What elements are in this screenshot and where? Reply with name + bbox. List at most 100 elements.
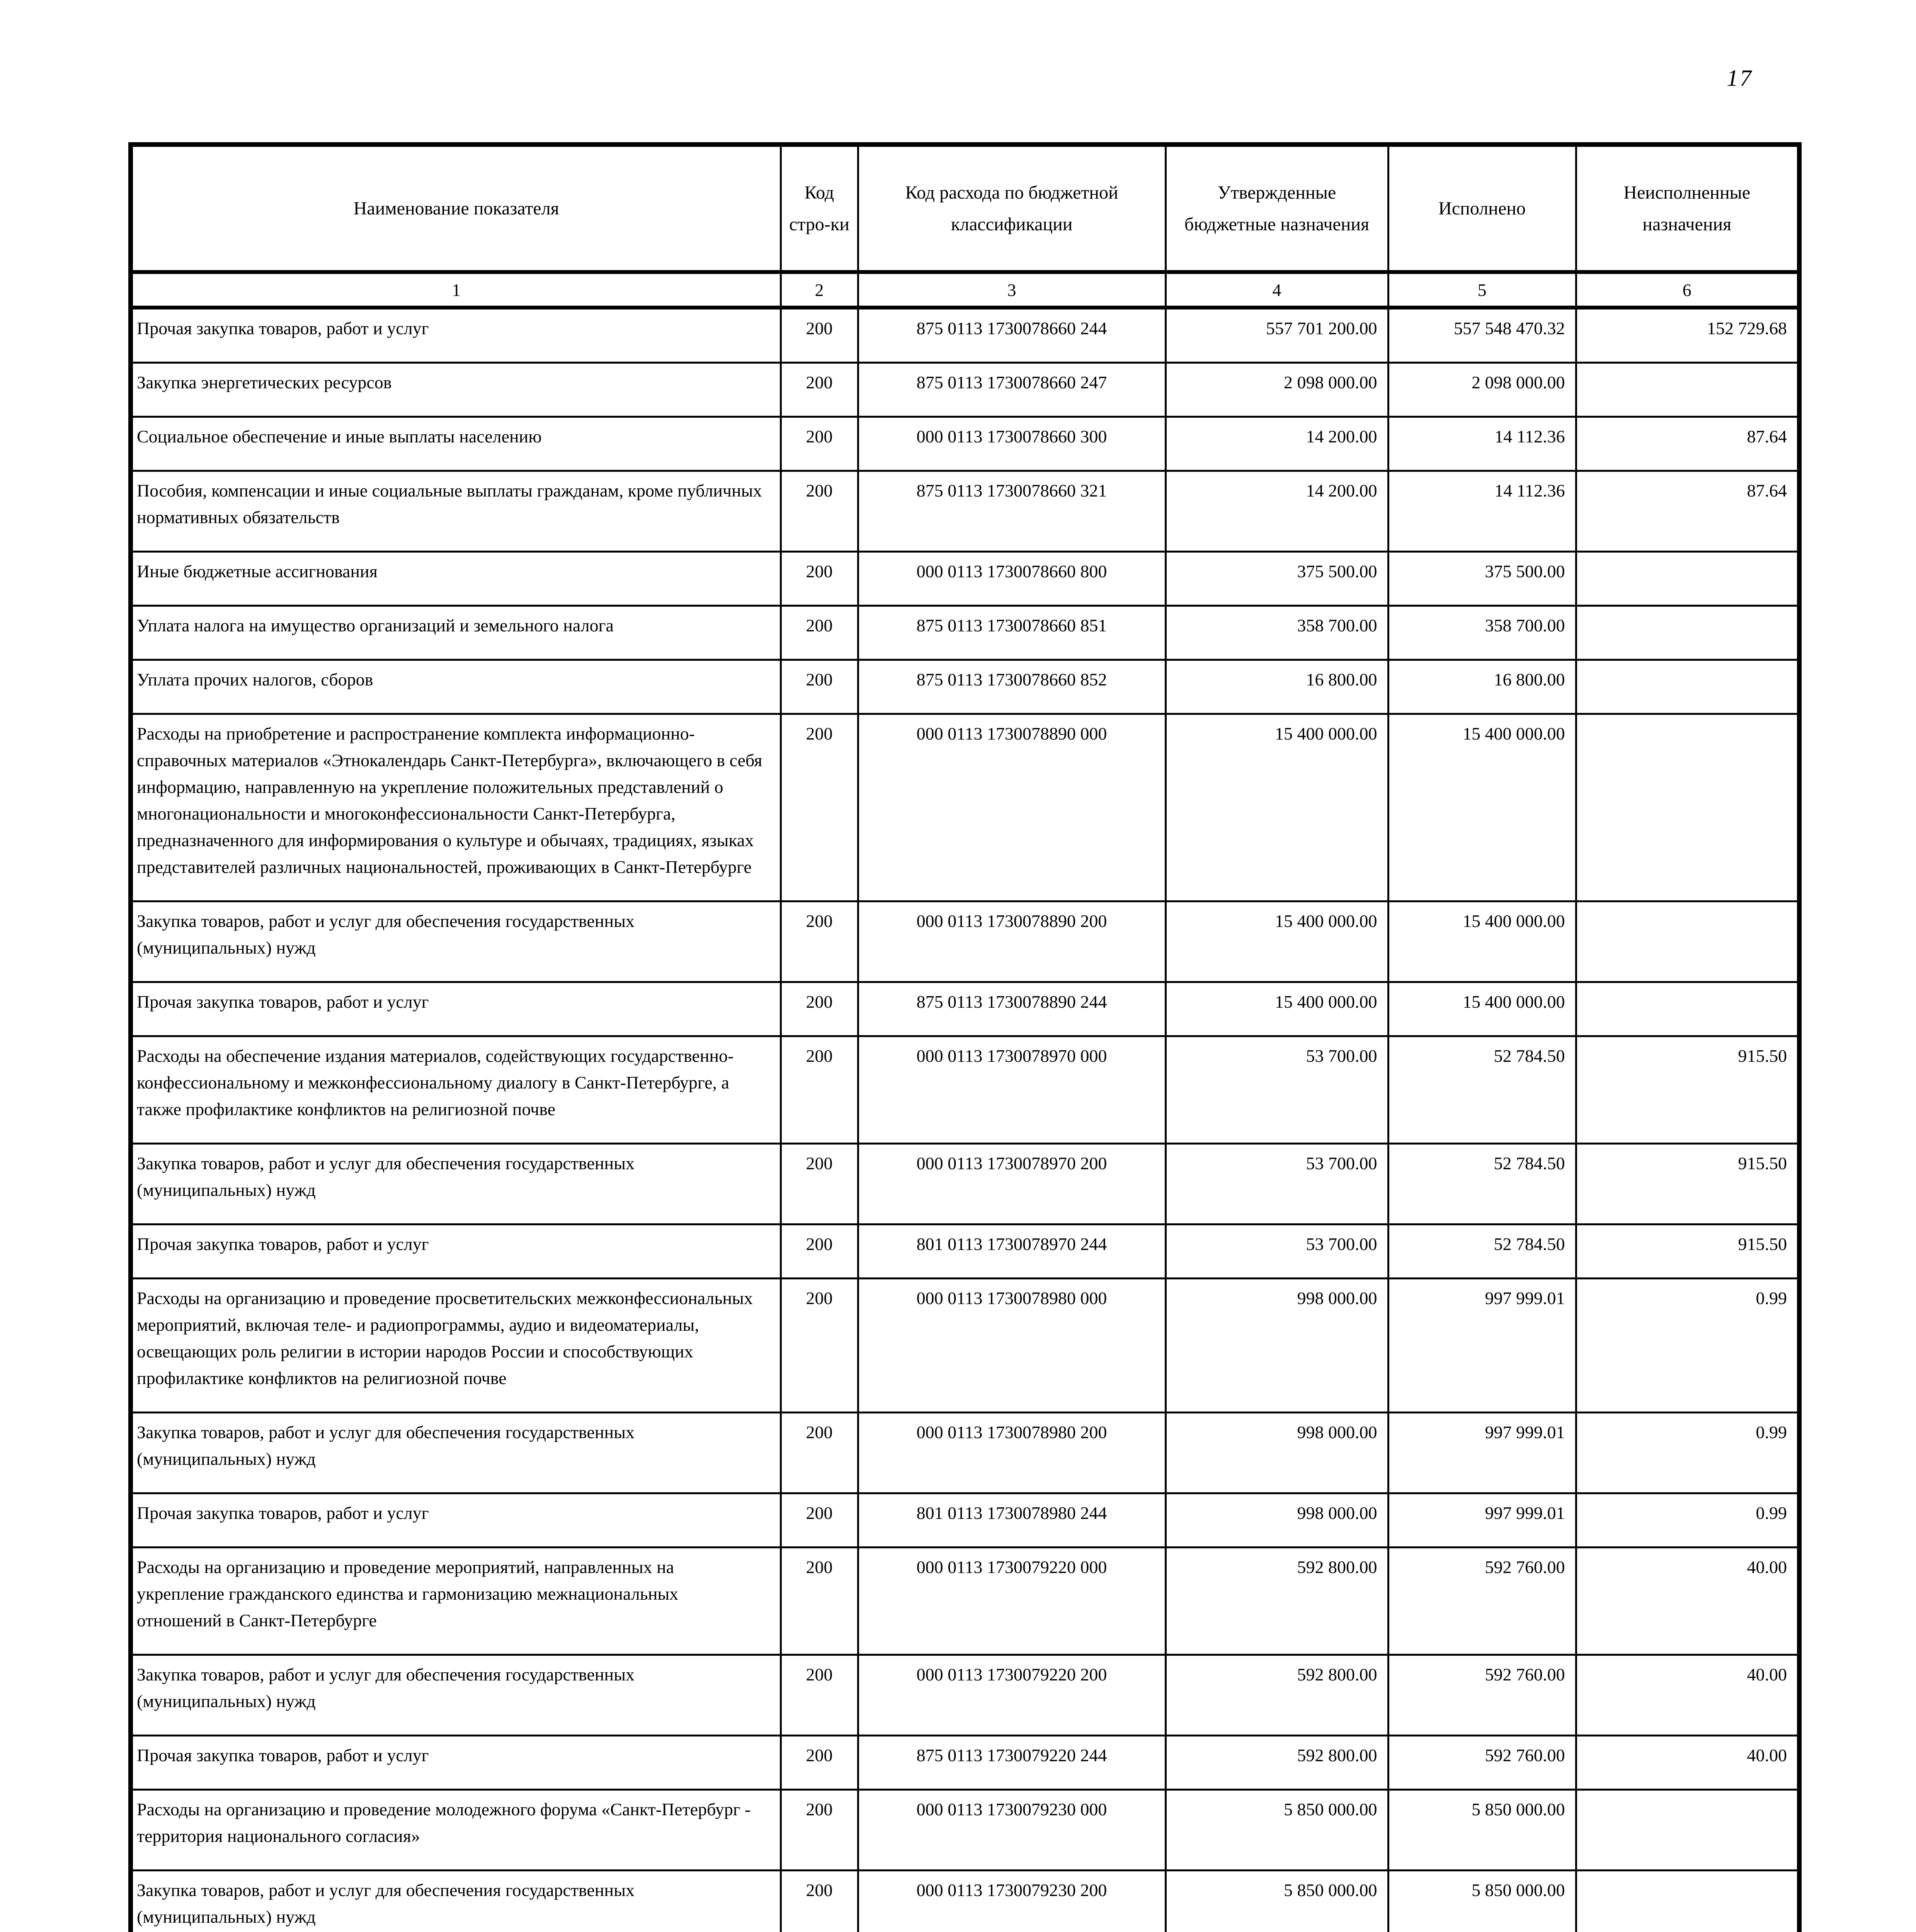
table-row: Расходы на обеспечение издания материало… [129,1035,1800,1145]
cell-indicator-name: Закупка товаров, работ и услуг для обесп… [129,1654,782,1736]
cell-line-code: 200 [779,1546,859,1656]
table-row: Иные бюджетные ассигнования 200 000 0113… [129,551,1800,607]
cell-expense-code: 000 0113 1730078980 000 [857,1277,1167,1413]
cell-expense-code: 875 0113 1730078660 247 [857,362,1167,418]
cell-indicator-name: Расходы на обеспечение издания материало… [129,1035,782,1145]
column-number: 1 [129,271,782,310]
cell-expense-code: 875 0113 1730079220 244 [857,1735,1167,1791]
cell-executed-amount: 5 850 000.00 [1387,1789,1577,1871]
table-row: Закупка товаров, работ и услуг для обесп… [129,900,1800,983]
cell-line-code: 200 [779,416,859,472]
cell-line-code: 200 [779,900,859,983]
cell-approved-amount: 53 700.00 [1164,1223,1389,1279]
cell-executed-amount: 997 999.01 [1387,1412,1577,1494]
cell-line-code: 200 [779,1869,859,1932]
cell-unexecuted-amount [1575,605,1800,661]
table-row: Пособия, компенсации и иные социальные в… [129,470,1800,553]
cell-unexecuted-amount: 40.00 [1575,1735,1800,1791]
cell-indicator-name: Прочая закупка товаров, работ и услуг [129,1223,782,1279]
cell-approved-amount: 53 700.00 [1164,1143,1389,1225]
cell-unexecuted-amount: 0.99 [1575,1412,1800,1494]
cell-line-code: 200 [779,1277,859,1413]
cell-expense-code: 000 0113 1730079220 000 [857,1546,1167,1656]
cell-expense-code: 000 0113 1730078980 200 [857,1412,1167,1494]
cell-indicator-name: Закупка товаров, работ и услуг для обесп… [129,1412,782,1494]
cell-executed-amount: 375 500.00 [1387,551,1577,607]
cell-unexecuted-amount [1575,1789,1800,1871]
cell-executed-amount: 16 800.00 [1387,659,1577,715]
cell-expense-code: 000 0113 1730078970 000 [857,1035,1167,1145]
column-header-expense-code: Код расхода по бюджетной классификации [857,143,1167,274]
cell-approved-amount: 15 400 000.00 [1164,981,1389,1037]
cell-unexecuted-amount [1575,1869,1800,1932]
cell-indicator-name: Расходы на приобретение и распространени… [129,713,782,902]
cell-unexecuted-amount: 152 729.68 [1575,306,1800,364]
cell-indicator-name: Расходы на организацию и проведение моло… [129,1789,782,1871]
table-row: Социальное обеспечение и иные выплаты на… [129,416,1800,472]
cell-indicator-name: Прочая закупка товаров, работ и услуг [129,306,782,364]
cell-line-code: 200 [779,1143,859,1225]
cell-unexecuted-amount [1575,551,1800,607]
cell-line-code: 200 [779,605,859,661]
cell-executed-amount: 15 400 000.00 [1387,713,1577,902]
cell-expense-code: 000 0113 1730079230 200 [857,1869,1167,1932]
cell-line-code: 200 [779,551,859,607]
column-numbers-row: 1 2 3 4 5 6 [129,271,1800,310]
cell-executed-amount: 15 400 000.00 [1387,981,1577,1037]
cell-executed-amount: 592 760.00 [1387,1546,1577,1656]
cell-indicator-name: Прочая закупка товаров, работ и услуг [129,1735,782,1791]
table-row: Прочая закупка товаров, работ и услуг 20… [129,1223,1800,1279]
page-number: 17 [1727,65,1753,91]
cell-executed-amount: 5 850 000.00 [1387,1869,1577,1932]
column-number: 5 [1387,271,1577,310]
cell-expense-code: 875 0113 1730078660 321 [857,470,1167,553]
cell-indicator-name: Прочая закупка товаров, работ и услуг [129,981,782,1037]
table-row: Уплата налога на имущество организаций и… [129,605,1800,661]
cell-line-code: 200 [779,362,859,418]
cell-indicator-name: Социальное обеспечение и иные выплаты на… [129,416,782,472]
cell-unexecuted-amount [1575,981,1800,1037]
cell-indicator-name: Прочая закупка товаров, работ и услуг [129,1492,782,1548]
cell-expense-code: 000 0113 1730078890 000 [857,713,1167,902]
cell-executed-amount: 15 400 000.00 [1387,900,1577,983]
cell-line-code: 200 [779,1789,859,1871]
cell-unexecuted-amount: 40.00 [1575,1546,1800,1656]
cell-executed-amount: 592 760.00 [1387,1735,1577,1791]
cell-approved-amount: 375 500.00 [1164,551,1389,607]
table-row: Закупка товаров, работ и услуг для обесп… [129,1869,1800,1932]
cell-expense-code: 875 0113 1730078660 244 [857,306,1167,364]
column-header-line-code: Код стро-ки [779,143,859,274]
cell-unexecuted-amount [1575,659,1800,715]
cell-approved-amount: 998 000.00 [1164,1412,1389,1494]
cell-executed-amount: 592 760.00 [1387,1654,1577,1736]
cell-indicator-name: Закупка товаров, работ и услуг для обесп… [129,1869,782,1932]
cell-line-code: 200 [779,1035,859,1145]
cell-approved-amount: 5 850 000.00 [1164,1869,1389,1932]
column-number: 6 [1575,271,1800,310]
cell-executed-amount: 358 700.00 [1387,605,1577,661]
cell-approved-amount: 998 000.00 [1164,1277,1389,1413]
cell-expense-code: 000 0113 1730079220 200 [857,1654,1167,1736]
cell-line-code: 200 [779,1654,859,1736]
cell-unexecuted-amount [1575,900,1800,983]
cell-indicator-name: Иные бюджетные ассигнования [129,551,782,607]
cell-unexecuted-amount: 87.64 [1575,470,1800,553]
cell-indicator-name: Расходы на организацию и проведение прос… [129,1277,782,1413]
cell-indicator-name: Закупка товаров, работ и услуг для обесп… [129,900,782,983]
cell-approved-amount: 557 701 200.00 [1164,306,1389,364]
table-row: Закупка энергетических ресурсов 200 875 … [129,362,1800,418]
cell-executed-amount: 52 784.50 [1387,1223,1577,1279]
cell-approved-amount: 5 850 000.00 [1164,1789,1389,1871]
cell-line-code: 200 [779,1412,859,1494]
cell-approved-amount: 2 098 000.00 [1164,362,1389,418]
cell-executed-amount: 14 112.36 [1387,470,1577,553]
cell-indicator-name: Закупка товаров, работ и услуг для обесп… [129,1143,782,1225]
table-row: Прочая закупка товаров, работ и услуг 20… [129,306,1800,364]
cell-unexecuted-amount: 40.00 [1575,1654,1800,1736]
table-body: Прочая закупка товаров, работ и услуг 20… [129,306,1800,1932]
cell-line-code: 200 [779,659,859,715]
cell-executed-amount: 2 098 000.00 [1387,362,1577,418]
cell-executed-amount: 997 999.01 [1387,1492,1577,1548]
table-row: Прочая закупка товаров, работ и услуг 20… [129,1735,1800,1791]
cell-executed-amount: 997 999.01 [1387,1277,1577,1413]
